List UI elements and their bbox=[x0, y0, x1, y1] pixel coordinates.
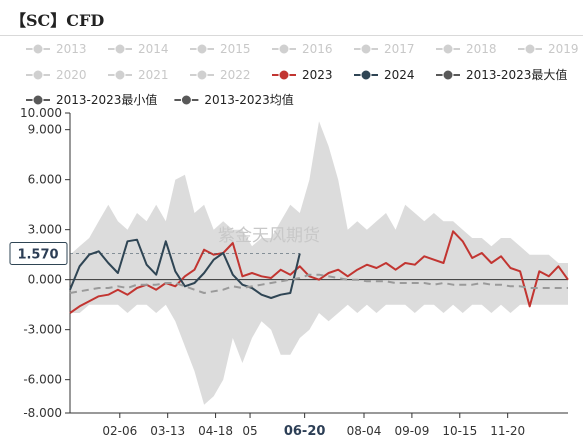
legend-symbol-dot bbox=[442, 43, 454, 55]
legend-label: 2018 bbox=[466, 42, 497, 56]
title-divider bbox=[0, 35, 583, 36]
x-tick-label: 11-20 bbox=[490, 424, 525, 438]
x-tick-label: 10-15 bbox=[442, 424, 477, 438]
legend-item-2013[interactable]: 2013 bbox=[26, 42, 87, 56]
legend-symbol-dot bbox=[114, 43, 126, 55]
legend-item-2013-2023最小值[interactable]: 2013-2023最小值 bbox=[26, 92, 157, 107]
y-tick-label: 10.000 bbox=[20, 106, 62, 120]
range-band-layer bbox=[70, 121, 568, 405]
legend-symbol-dot bbox=[114, 69, 126, 81]
x-tick-label: 03-13 bbox=[150, 424, 185, 438]
series-line-2024[interactable] bbox=[69, 238, 301, 299]
legend-label: 2013 bbox=[56, 42, 87, 56]
legend-item-2014[interactable]: 2014 bbox=[108, 42, 169, 56]
legend: 2013 2014 2015 2016 2017 2018 2019 2020 2021 2022… bbox=[26, 42, 579, 107]
watermark-text: 紫金天风期货 bbox=[218, 226, 320, 246]
current-value-layer: 1.570 bbox=[9, 242, 300, 265]
current-value-label: 1.570 bbox=[17, 248, 58, 263]
axis-layer: 10.000 9.000 6.000 3.000 0.000 -3.000 -6.000 -8… bbox=[20, 106, 568, 439]
series-line-2013-2023均值[interactable] bbox=[69, 273, 568, 294]
y-tick-label: 3.000 bbox=[28, 223, 62, 237]
range-band-area bbox=[70, 121, 568, 405]
legend-symbol-dot bbox=[180, 94, 192, 106]
legend-label: 2015 bbox=[220, 42, 251, 56]
legend-symbol-dot bbox=[32, 43, 44, 55]
y-tick-label: -3.000 bbox=[23, 323, 62, 337]
legend-item-2019[interactable]: 2019 bbox=[518, 42, 579, 56]
chart-title: 【SC】CFD bbox=[10, 11, 105, 30]
legend-item-2023[interactable]: 2023 bbox=[272, 68, 333, 82]
legend-label: 2022 bbox=[220, 68, 251, 82]
legend-symbol-dot bbox=[196, 43, 208, 55]
legend-symbol-dot bbox=[524, 43, 536, 55]
legend-item-2024[interactable]: 2024 bbox=[354, 68, 415, 82]
legend-label: 2017 bbox=[384, 42, 415, 56]
legend-item-2022[interactable]: 2022 bbox=[190, 68, 251, 82]
legend-symbol-dot bbox=[278, 43, 290, 55]
legend-label: 2020 bbox=[56, 68, 87, 82]
x-tick-label: 08-04 bbox=[347, 424, 382, 438]
x-tick-label: 09-09 bbox=[394, 424, 429, 438]
legend-item-2015[interactable]: 2015 bbox=[190, 42, 251, 56]
legend-symbol-dot bbox=[278, 69, 290, 81]
x-tick-label: 02-06 bbox=[102, 424, 137, 438]
legend-item-2016[interactable]: 2016 bbox=[272, 42, 333, 56]
x-tick-label: 06-20 bbox=[284, 424, 326, 439]
legend-symbol-dot bbox=[32, 69, 44, 81]
legend-item-2021[interactable]: 2021 bbox=[108, 68, 169, 82]
current-value-box bbox=[9, 242, 68, 265]
legend-item-2018[interactable]: 2018 bbox=[436, 42, 497, 56]
legend-label: 2013-2023均值 bbox=[204, 92, 293, 107]
series-layer bbox=[69, 230, 569, 314]
legend-label: 2023 bbox=[302, 68, 333, 82]
series-line-2023[interactable] bbox=[69, 230, 569, 314]
legend-label: 2021 bbox=[138, 68, 169, 82]
y-tick-label: -6.000 bbox=[23, 373, 62, 387]
x-tick-label: 04-18 bbox=[198, 424, 233, 438]
legend-label: 2014 bbox=[138, 42, 169, 56]
y-tick-label: 0.000 bbox=[28, 273, 62, 287]
legend-symbol-dot bbox=[360, 43, 372, 55]
legend-item-2020[interactable]: 2020 bbox=[26, 68, 87, 82]
legend-symbol-dot bbox=[196, 69, 208, 81]
legend-symbol-dot bbox=[442, 69, 454, 81]
x-tick-label: 05 bbox=[242, 424, 257, 438]
legend-label: 2024 bbox=[384, 68, 415, 82]
legend-label: 2019 bbox=[548, 42, 579, 56]
legend-item-2013-2023最大值[interactable]: 2013-2023最大值 bbox=[436, 67, 567, 82]
legend-item-2017[interactable]: 2017 bbox=[354, 42, 415, 56]
legend-label: 2016 bbox=[302, 42, 333, 56]
legend-item-2013-2023均值[interactable]: 2013-2023均值 bbox=[174, 92, 294, 107]
y-tick-label: 9.000 bbox=[28, 123, 62, 137]
legend-label: 2013-2023最小值 bbox=[56, 92, 157, 107]
legend-symbol-dot bbox=[360, 69, 372, 81]
legend-symbol-dot bbox=[32, 94, 44, 106]
y-tick-label: 6.000 bbox=[28, 173, 62, 187]
legend-label: 2013-2023最大值 bbox=[466, 67, 567, 82]
y-tick-label: -8.000 bbox=[23, 406, 62, 420]
